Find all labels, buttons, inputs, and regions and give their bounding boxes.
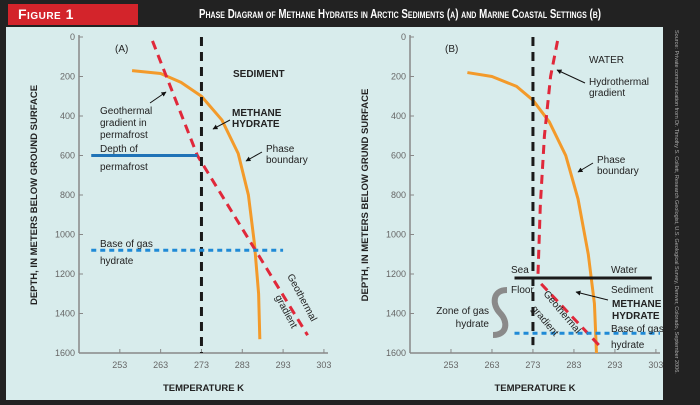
chart-a: 0 200 400 600 800 1000 1200 1400 1600 253 263 273 28… <box>29 32 331 394</box>
annotation-methane-b-2: HYDRATE <box>612 311 660 322</box>
y-axis-label: DEPTH, IN METERS BELOW GROUND SURFACE <box>29 85 40 305</box>
arrow-methane-b <box>575 290 609 301</box>
y-tick-label: 1200 <box>386 269 406 279</box>
y-tick-label: 1200 <box>55 269 75 279</box>
annotation-zone-1: Zone of gas <box>436 306 489 317</box>
x-tick-label: 263 <box>484 360 499 370</box>
annotation-phase-2: boundary <box>266 155 308 166</box>
y-tick-label: 800 <box>391 190 406 200</box>
y-tick-label: 800 <box>60 190 75 200</box>
annotation-methane-2: HYDRATE <box>232 119 280 130</box>
annotation-water-b: Water <box>611 265 638 276</box>
annotation-hydrothermal-2: gradient <box>589 88 625 99</box>
y-tick-label: 200 <box>60 72 75 82</box>
arrow-phase <box>245 151 263 162</box>
y-tick-label: 600 <box>60 151 75 161</box>
annotation-phase-1: Phase <box>266 144 295 155</box>
x-tick-label: 273 <box>194 360 209 370</box>
x-axis-label: TEMPERATURE K <box>494 383 575 394</box>
annotation-methane-1: METHANE <box>232 108 282 119</box>
figure-title: Phase Diagram of Methane Hydrates in Arc… <box>198 7 602 21</box>
x-tick-label: 293 <box>607 360 622 370</box>
x-tick-label: 293 <box>276 360 291 370</box>
zone-bracket-icon <box>491 287 509 338</box>
y-tick-label: 1400 <box>55 309 75 319</box>
panel-a-label: (A) <box>115 44 128 55</box>
y-axis-label: DEPTH, IN METERS BELOW GRUND SURFACE <box>360 89 371 302</box>
arrow-phase-b <box>577 162 594 173</box>
y-tick-label: 1400 <box>386 309 406 319</box>
x-tick-label: 303 <box>316 360 331 370</box>
annotation-geo-permafrost-1: Geothermal <box>100 106 152 117</box>
arrow-methane <box>212 119 231 130</box>
series-hydrothermal-gradient <box>536 40 560 279</box>
annotation-zone-2: hydrate <box>456 319 490 330</box>
x-tick-label: 253 <box>112 360 127 370</box>
annotation-phase-b-2: boundary <box>597 166 639 177</box>
annotation-base-2: hydrate <box>100 256 134 267</box>
annotation-sea: Sea <box>511 265 529 276</box>
chart-panel <box>6 27 663 400</box>
y-tick-label: 1000 <box>386 230 406 240</box>
figure-label: Figure 1 <box>8 4 138 25</box>
y-tick-label: 0 <box>401 32 406 42</box>
annotation-base-1: Base of gas <box>100 239 153 250</box>
series-phase-boundary <box>131 69 262 340</box>
x-tick-label: 303 <box>648 360 663 370</box>
y-tick-label: 600 <box>391 151 406 161</box>
x-axis-label: TEMPERATURE K <box>163 383 244 394</box>
y-tick-label: 0 <box>70 32 75 42</box>
annotation-hydrothermal-1: Hydrothermal <box>589 77 649 88</box>
annotation-base-b-2: hydrate <box>611 340 645 351</box>
annotation-geo-permafrost-3: permafrost <box>100 130 148 141</box>
x-tick-label: 273 <box>525 360 540 370</box>
annotation-sediment-b: Sediment <box>611 285 653 296</box>
y-tick-label: 1000 <box>55 230 75 240</box>
annotation-geothermal-2: gradient <box>272 293 299 330</box>
annotation-permafrost-2: permafrost <box>100 162 148 173</box>
annotation-methane-b-1: METHANE <box>612 299 662 310</box>
y-tick-label: 400 <box>391 111 406 121</box>
x-tick-label: 253 <box>443 360 458 370</box>
annotation-base-b-1: Base of gas <box>611 324 664 335</box>
y-tick-label: 1600 <box>386 348 406 358</box>
arrow-geo-permafrost <box>149 91 167 104</box>
annotation-floor: Floor <box>511 285 534 296</box>
annotation-permafrost-1: Depth of <box>100 144 138 155</box>
y-tick-label: 1600 <box>55 348 75 358</box>
panel-b-label: (B) <box>445 44 458 55</box>
annotation-geo-permafrost-2: gradient in <box>100 118 147 129</box>
annotation-sediment: SEDIMENT <box>233 69 285 80</box>
x-tick-label: 283 <box>235 360 250 370</box>
y-tick-label: 200 <box>391 72 406 82</box>
series-geothermal-gradient <box>151 40 309 337</box>
arrow-hydrothermal <box>556 69 586 84</box>
figure-title-box: Phase Diagram of Methane Hydrates in Arc… <box>140 4 660 25</box>
annotation-phase-b-1: Phase <box>597 155 626 166</box>
x-tick-label: 263 <box>153 360 168 370</box>
chart-b: 0 200 400 600 800 1000 1200 1400 1600 253 263 273 28… <box>360 32 663 394</box>
annotation-water: WATER <box>589 55 624 66</box>
y-tick-label: 400 <box>60 111 75 121</box>
x-tick-label: 283 <box>566 360 581 370</box>
